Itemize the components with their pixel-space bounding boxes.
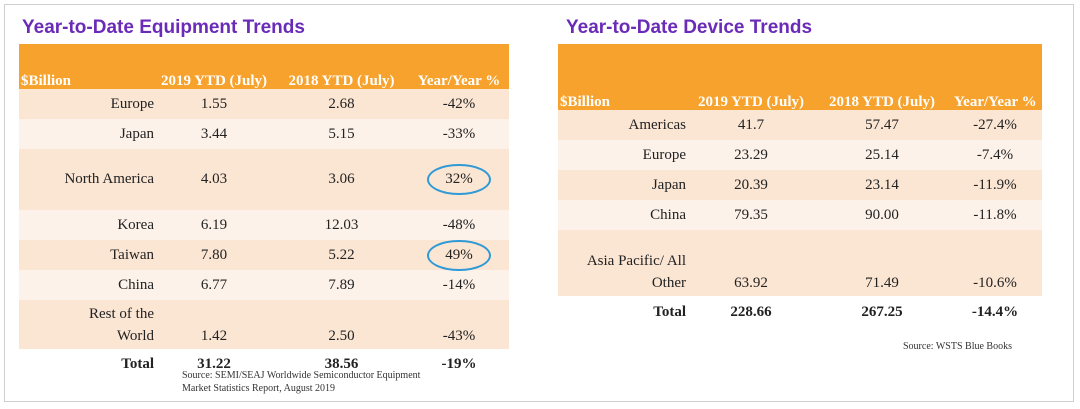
cell-2018: 2.68 xyxy=(274,89,409,119)
cell-2019: 3.44 xyxy=(154,119,274,149)
cell-2018: 23.14 xyxy=(816,170,948,200)
row-label: Japan xyxy=(19,119,154,149)
table-row: China 79.35 90.00 -11.8% xyxy=(558,200,1042,230)
cell-yoy: -43% xyxy=(409,300,509,349)
source-line1: Source: SEMI/SEAJ Worldwide Semiconducto… xyxy=(182,370,421,381)
cell-2019: 7.80 xyxy=(154,240,274,270)
device-title: Year-to-Date Device Trends xyxy=(566,17,813,38)
cell-yoy: 49% xyxy=(409,239,509,271)
device-table: $Billion 2019 YTD (July) 2018 YTD (July)… xyxy=(558,44,1042,328)
total-row: Total 228.66 267.25 -14.4% xyxy=(558,296,1042,328)
row-label-line2: World xyxy=(116,328,154,344)
row-label: Asia Pacific/ All Other xyxy=(558,230,686,296)
cell-2018: 90.00 xyxy=(816,200,948,230)
unit-header: $Billion xyxy=(19,44,154,89)
table-header: $Billion 2019 YTD (July) 2018 YTD (July)… xyxy=(19,44,509,89)
cell-yoy: -42% xyxy=(409,89,509,119)
cell-yoy: -11.9% xyxy=(948,170,1042,200)
row-label-line2: Other xyxy=(651,275,686,291)
total-2018: 267.25 xyxy=(816,296,948,328)
col-2019-header: 2019 YTD (July) xyxy=(686,44,816,110)
table-row: Rest of the World 1.42 2.50 -43% xyxy=(19,300,509,349)
cell-2019: 6.77 xyxy=(154,270,274,300)
cell-2018: 25.14 xyxy=(816,140,948,170)
cell-yoy: 32% xyxy=(409,149,509,210)
row-label: China xyxy=(558,200,686,230)
col-2019-header: 2019 YTD (July) xyxy=(154,44,274,89)
table-row: North America 4.03 3.06 32% xyxy=(19,149,509,210)
equipment-table: $Billion 2019 YTD (July) 2018 YTD (July)… xyxy=(19,44,509,379)
row-label-line1: Rest of the xyxy=(89,306,154,322)
cell-yoy: -33% xyxy=(409,119,509,149)
total-2018: 38.56 xyxy=(274,349,409,379)
col-2018-header: 2018 YTD (July) xyxy=(274,44,409,89)
row-label: Japan xyxy=(558,170,686,200)
total-row: Total 31.22 38.56 -19% xyxy=(19,349,509,379)
row-label: Rest of the World xyxy=(19,300,154,349)
row-label-line1: Asia Pacific/ All xyxy=(586,253,686,269)
cell-2018: 5.15 xyxy=(274,119,409,149)
cell-2019: 23.29 xyxy=(686,140,816,170)
row-label: Europe xyxy=(558,140,686,170)
cell-2018: 3.06 xyxy=(274,149,409,210)
cell-2019: 1.42 xyxy=(154,300,274,349)
cell-2019: 6.19 xyxy=(154,210,274,240)
highlight-circle: 32% xyxy=(427,164,491,195)
row-label: Americas xyxy=(558,110,686,140)
highlight-circle: 49% xyxy=(427,239,491,271)
col-yoy-header: Year/Year % xyxy=(409,44,509,89)
cell-2018: 2.50 xyxy=(274,300,409,349)
cell-2018: 71.49 xyxy=(816,230,948,296)
cell-yoy: -10.6% xyxy=(948,230,1042,296)
table-row: Europe 1.55 2.68 -42% xyxy=(19,89,509,119)
table-row: Asia Pacific/ All Other 63.92 71.49 -10.… xyxy=(558,230,1042,296)
total-label: Total xyxy=(19,349,154,379)
col-2018-header: 2018 YTD (July) xyxy=(816,44,948,110)
cell-2018: 57.47 xyxy=(816,110,948,140)
total-yoy: -14.4% xyxy=(948,296,1042,328)
total-yoy: -19% xyxy=(409,349,509,379)
table-header: $Billion 2019 YTD (July) 2018 YTD (July)… xyxy=(558,44,1042,110)
total-2019: 31.22 xyxy=(154,349,274,379)
equipment-title: Year-to-Date Equipment Trends xyxy=(22,17,305,38)
cell-2019: 63.92 xyxy=(686,230,816,296)
row-label: Taiwan xyxy=(19,240,154,270)
cell-yoy: -27.4% xyxy=(948,110,1042,140)
equipment-source: Source: SEMI/SEAJ Worldwide Semiconducto… xyxy=(182,369,420,395)
row-label: Korea xyxy=(19,210,154,240)
cell-yoy: -14% xyxy=(409,270,509,300)
table-row: China 6.77 7.89 -14% xyxy=(19,270,509,300)
cell-2018: 12.03 xyxy=(274,210,409,240)
table-row: Japan 3.44 5.15 -33% xyxy=(19,119,509,149)
row-label: Europe xyxy=(19,89,154,119)
cell-2019: 1.55 xyxy=(154,89,274,119)
row-label: North America xyxy=(19,149,154,210)
cell-2018: 5.22 xyxy=(274,240,409,270)
cell-2019: 4.03 xyxy=(154,149,274,210)
table-row: Taiwan 7.80 5.22 49% xyxy=(19,239,509,271)
cell-yoy: -48% xyxy=(409,210,509,240)
table-row: Americas 41.7 57.47 -27.4% xyxy=(558,110,1042,140)
cell-2019: 20.39 xyxy=(686,170,816,200)
table-row: Korea 6.19 12.03 -48% xyxy=(19,210,509,240)
source-line2: Market Statistics Report, August 2019 xyxy=(182,383,336,394)
table-row: Japan 20.39 23.14 -11.9% xyxy=(558,170,1042,200)
total-2019: 228.66 xyxy=(686,296,816,328)
col-yoy-header: Year/Year % xyxy=(948,44,1042,110)
cell-2019: 79.35 xyxy=(686,200,816,230)
device-source: Source: WSTS Blue Books xyxy=(903,341,1012,352)
cell-yoy: -11.8% xyxy=(948,200,1042,230)
total-label: Total xyxy=(558,296,686,328)
cell-2018: 7.89 xyxy=(274,270,409,300)
cell-yoy: -7.4% xyxy=(948,140,1042,170)
unit-header: $Billion xyxy=(558,44,686,110)
cell-2019: 41.7 xyxy=(686,110,816,140)
row-label: China xyxy=(19,270,154,300)
table-row: Europe 23.29 25.14 -7.4% xyxy=(558,140,1042,170)
